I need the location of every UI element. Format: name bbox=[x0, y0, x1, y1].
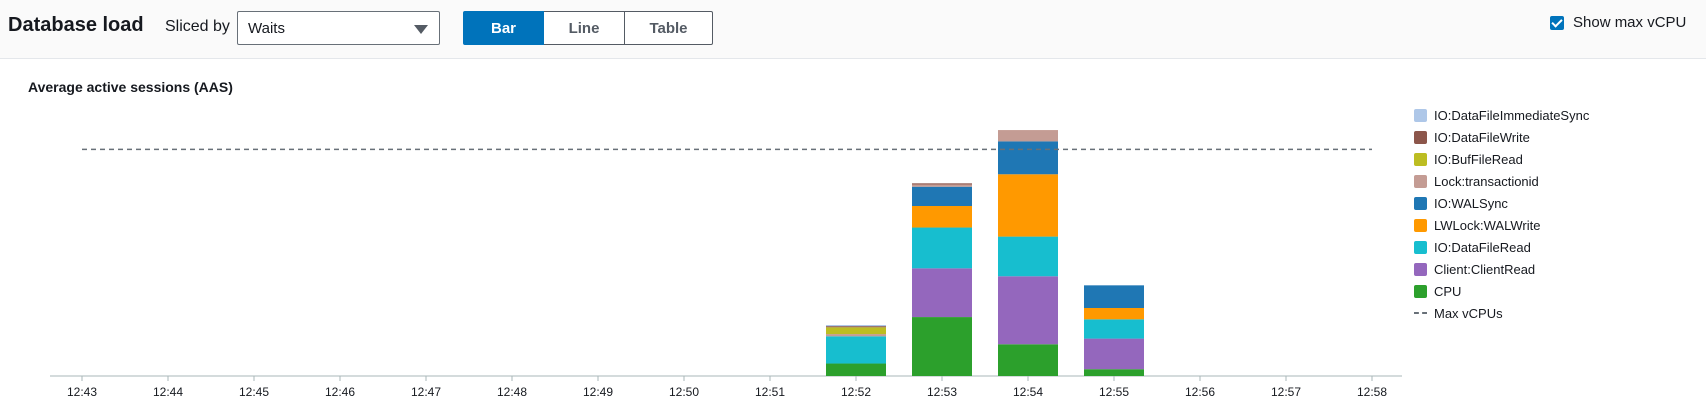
x-tick-label: 12:50 bbox=[669, 385, 699, 399]
legend-item[interactable]: LWLock:WALWrite bbox=[1414, 214, 1589, 236]
bar-segment bbox=[912, 183, 972, 184]
bar-segment bbox=[912, 268, 972, 317]
legend-swatch bbox=[1414, 241, 1427, 254]
legend-label: IO:DataFileRead bbox=[1434, 240, 1531, 255]
x-tick-label: 12:44 bbox=[153, 385, 183, 399]
legend-item[interactable]: IO:DataFileImmediateSync bbox=[1414, 104, 1589, 126]
legend-item[interactable]: IO:DataFileWrite bbox=[1414, 126, 1589, 148]
legend-label: LWLock:WALWrite bbox=[1434, 218, 1540, 233]
bar-segment bbox=[1084, 285, 1144, 308]
x-tick-label: 12:51 bbox=[755, 385, 785, 399]
legend-label: IO:DataFileWrite bbox=[1434, 130, 1530, 145]
bar-segment bbox=[912, 206, 972, 228]
x-tick-label: 12:46 bbox=[325, 385, 355, 399]
chart-legend: IO:DataFileImmediateSync IO:DataFileWrit… bbox=[1414, 104, 1589, 324]
bar-segment bbox=[998, 141, 1058, 174]
x-tick-label: 12:43 bbox=[67, 385, 97, 399]
bar-segment bbox=[998, 237, 1058, 277]
x-tick-label: 12:47 bbox=[411, 385, 441, 399]
legend-label: IO:DataFileImmediateSync bbox=[1434, 108, 1589, 123]
dashed-line-icon bbox=[1414, 312, 1427, 314]
legend-label: CPU bbox=[1434, 284, 1461, 299]
legend-swatch bbox=[1414, 219, 1427, 232]
legend-label: IO:BufFileRead bbox=[1434, 152, 1523, 167]
legend-swatch bbox=[1414, 153, 1427, 166]
x-tick-label: 12:56 bbox=[1185, 385, 1215, 399]
x-tick-label: 12:55 bbox=[1099, 385, 1129, 399]
bar-segment bbox=[998, 174, 1058, 236]
bar-segment bbox=[1084, 308, 1144, 319]
bar-segment bbox=[826, 364, 886, 376]
bar-segment bbox=[998, 130, 1058, 141]
bar-segment bbox=[998, 276, 1058, 344]
legend-label: Client:ClientRead bbox=[1434, 262, 1535, 277]
x-tick-label: 12:48 bbox=[497, 385, 527, 399]
legend-item[interactable]: IO:WALSync bbox=[1414, 192, 1589, 214]
bar-segment bbox=[912, 228, 972, 269]
legend-swatch bbox=[1414, 263, 1427, 276]
x-tick-label: 12:49 bbox=[583, 385, 613, 399]
x-tick-label: 12:52 bbox=[841, 385, 871, 399]
legend-item[interactable]: Client:ClientRead bbox=[1414, 258, 1589, 280]
x-tick-label: 12:53 bbox=[927, 385, 957, 399]
bar-segment bbox=[912, 187, 972, 206]
bar-segment bbox=[826, 334, 886, 336]
bar-segment bbox=[1084, 339, 1144, 370]
legend-label: Lock:transactionid bbox=[1434, 174, 1539, 189]
legend-item-max-vcpu[interactable]: Max vCPUs bbox=[1414, 302, 1589, 324]
legend-item[interactable]: IO:BufFileRead bbox=[1414, 148, 1589, 170]
bar-segment bbox=[1084, 319, 1144, 338]
bar-segment bbox=[912, 317, 972, 376]
legend-swatch bbox=[1414, 131, 1427, 144]
legend-swatch bbox=[1414, 197, 1427, 210]
bar-segment bbox=[826, 325, 886, 326]
legend-label: IO:WALSync bbox=[1434, 196, 1508, 211]
legend-item[interactable]: CPU bbox=[1414, 280, 1589, 302]
bar-segment bbox=[826, 336, 886, 363]
legend-swatch bbox=[1414, 175, 1427, 188]
bar-segment bbox=[912, 184, 972, 186]
legend-swatch bbox=[1414, 285, 1427, 298]
x-tick-label: 12:45 bbox=[239, 385, 269, 399]
x-tick-label: 12:58 bbox=[1357, 385, 1387, 399]
bar-segment bbox=[826, 327, 886, 334]
bar-segment bbox=[1084, 369, 1144, 376]
bar-segment bbox=[998, 344, 1058, 376]
bar-segment bbox=[826, 326, 886, 327]
legend-swatch bbox=[1414, 109, 1427, 122]
legend-item[interactable]: Lock:transactionid bbox=[1414, 170, 1589, 192]
legend-item[interactable]: IO:DataFileRead bbox=[1414, 236, 1589, 258]
x-tick-label: 12:57 bbox=[1271, 385, 1301, 399]
x-tick-label: 12:54 bbox=[1013, 385, 1043, 399]
legend-label: Max vCPUs bbox=[1434, 306, 1503, 321]
